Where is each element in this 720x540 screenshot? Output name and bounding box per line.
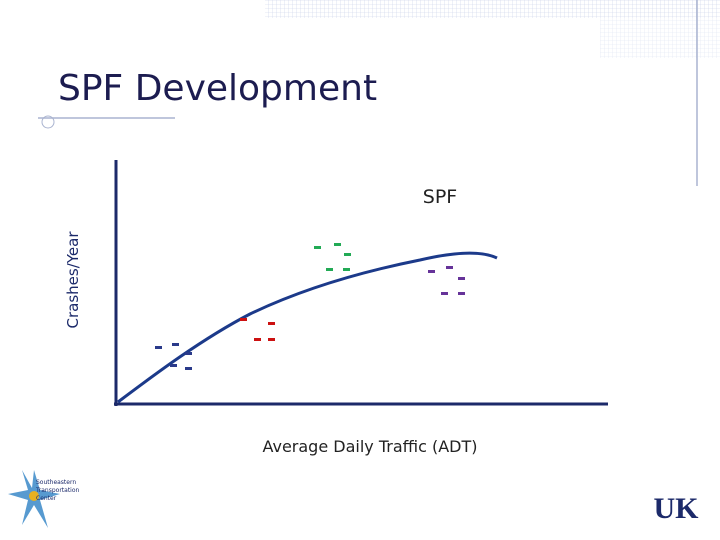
spf-curve bbox=[117, 251, 498, 404]
decor-circle bbox=[41, 115, 55, 129]
data-cluster bbox=[155, 343, 192, 370]
header-pattern bbox=[265, 0, 720, 18]
x-axis-label: Average Daily Traffic (ADT) bbox=[262, 437, 477, 456]
data-cluster bbox=[314, 243, 351, 271]
curve-label: SPF bbox=[423, 186, 457, 208]
data-cluster bbox=[428, 266, 465, 295]
data-cluster bbox=[240, 318, 275, 341]
logo-text: Center bbox=[36, 495, 57, 502]
header-pattern bbox=[600, 18, 720, 58]
logo-text: Southeastern bbox=[36, 479, 76, 486]
y-axis-label: Crashes/Year bbox=[64, 231, 82, 329]
logo-text: Transportation bbox=[35, 487, 80, 494]
logo-left: Southeastern Transportation Center bbox=[8, 470, 80, 528]
slide-title: SPF Development bbox=[58, 68, 377, 109]
logo-right: UK bbox=[654, 492, 700, 525]
